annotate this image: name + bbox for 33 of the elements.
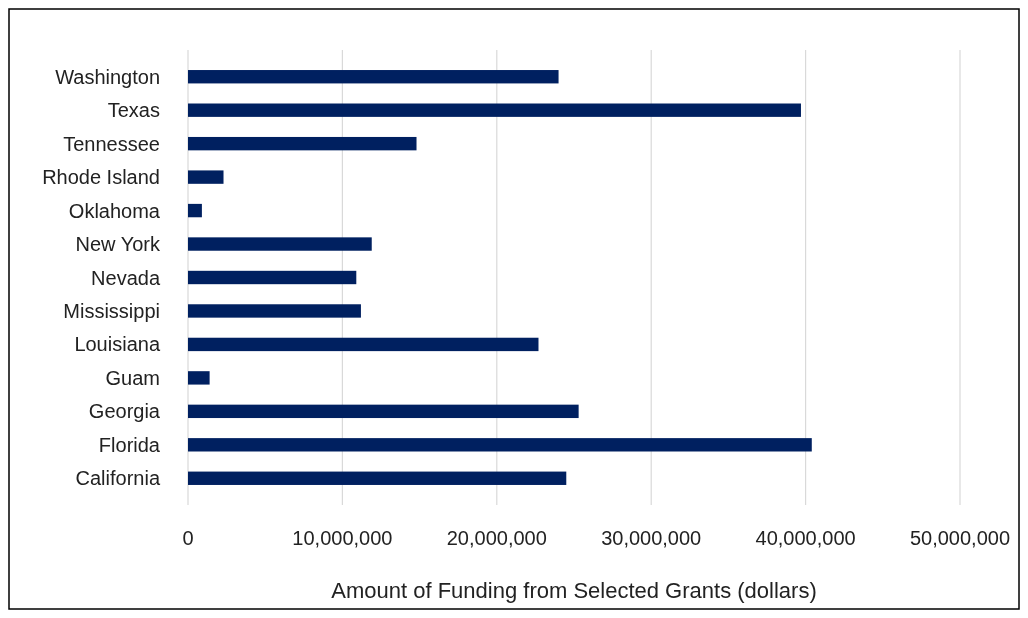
x-tick-label: 20,000,000 bbox=[446, 527, 547, 549]
bar bbox=[188, 304, 361, 318]
bar bbox=[188, 270, 357, 285]
bar bbox=[188, 371, 210, 385]
y-tick-label: Mississippi bbox=[63, 299, 160, 322]
y-tick-label: Nevada bbox=[91, 266, 161, 289]
bar bbox=[188, 103, 801, 117]
x-axis-title: Amount of Funding from Selected Grants (dollars) bbox=[331, 578, 817, 603]
x-tick-label: 50,000,000 bbox=[909, 527, 1011, 549]
y-tick-label: Louisiana bbox=[74, 333, 161, 356]
y-tick-label: Tennessee bbox=[63, 132, 160, 155]
bar bbox=[188, 136, 417, 151]
bar bbox=[188, 170, 224, 184]
y-tick-label: Texas bbox=[107, 99, 160, 122]
y-tick-label: Georgia bbox=[88, 400, 161, 423]
y-tick-label: Washington bbox=[55, 65, 160, 88]
x-tick-label: 30,000,000 bbox=[601, 527, 702, 549]
bar bbox=[188, 203, 202, 218]
bar bbox=[188, 438, 812, 452]
bar bbox=[188, 70, 559, 84]
x-tick-label: 40,000,000 bbox=[755, 527, 856, 549]
bar bbox=[188, 404, 579, 419]
y-tick-label: California bbox=[75, 467, 161, 490]
y-tick-label: Florida bbox=[98, 433, 161, 456]
bar bbox=[188, 471, 567, 485]
y-tick-label: Guam bbox=[105, 366, 160, 389]
y-tick-label: New York bbox=[75, 233, 161, 256]
y-tick-label: Oklahoma bbox=[68, 199, 161, 222]
x-tick-label: 10,000,000 bbox=[292, 527, 393, 549]
y-tick-label: Rhode Island bbox=[42, 166, 160, 189]
bar bbox=[188, 237, 372, 251]
x-tick-label: 0 bbox=[182, 527, 194, 549]
bar bbox=[188, 337, 539, 352]
